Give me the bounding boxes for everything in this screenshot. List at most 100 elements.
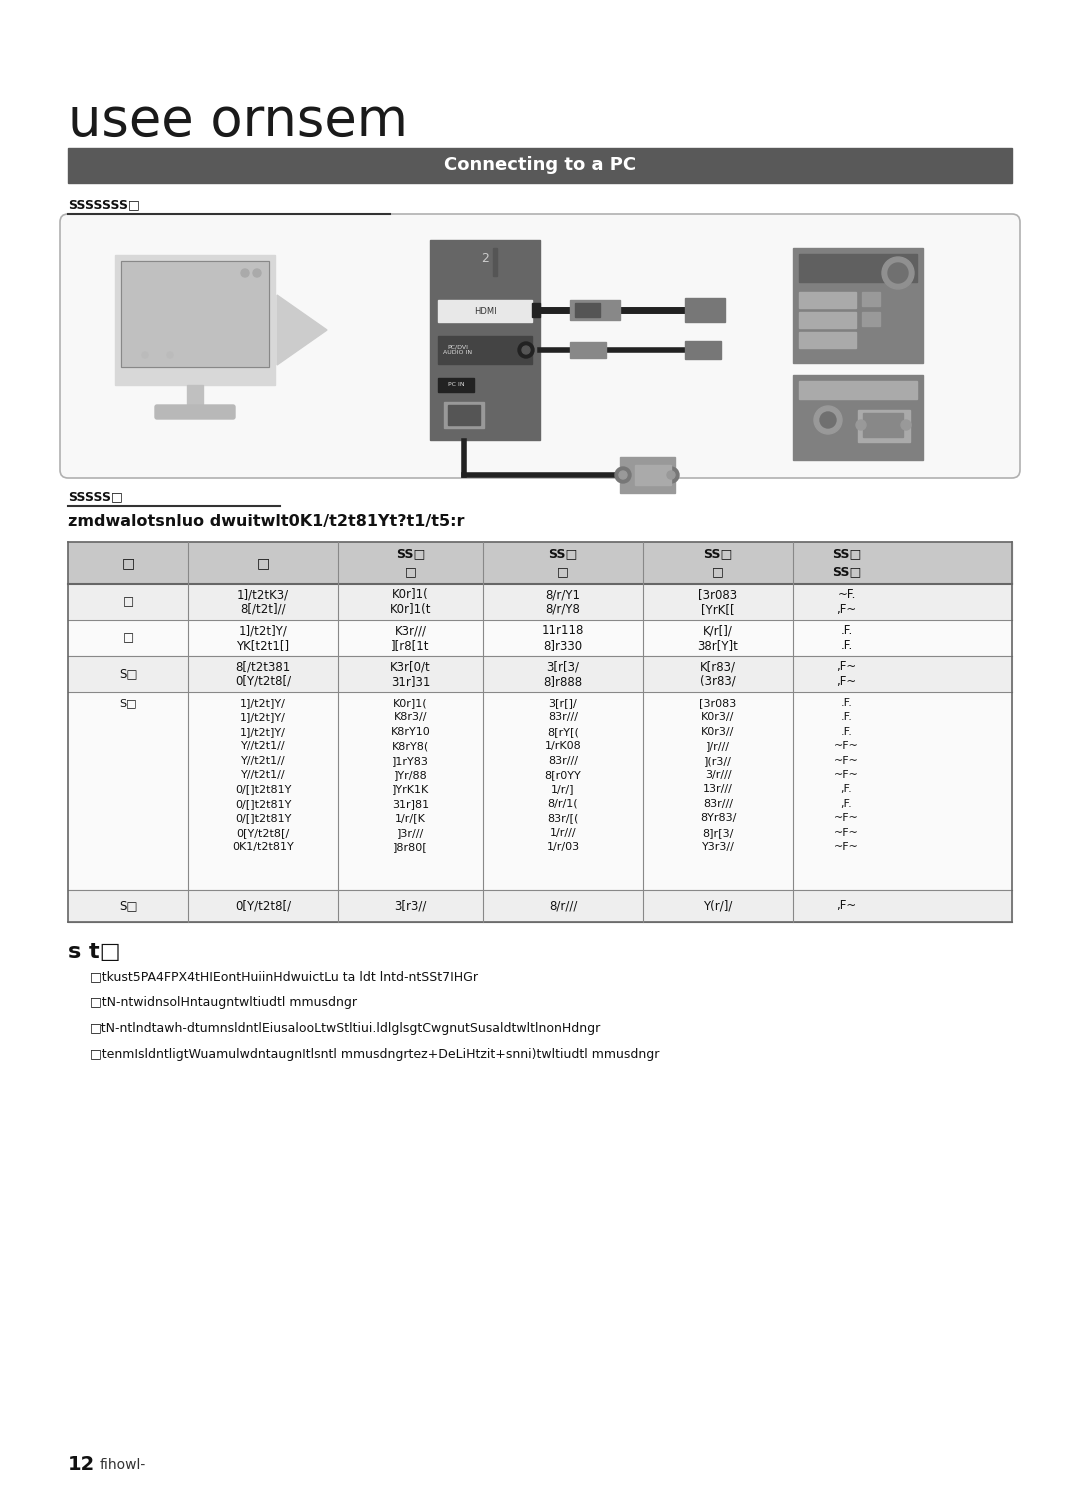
Text: ,F~: ,F~	[836, 899, 856, 913]
Bar	[68, 890, 1012, 922]
Text: □tN-ntlndtawh-dtumnsldntlEiusalooLtwStltiui.ldlglsgtCwgnutSusaldtwltlnonHdngr: □tN-ntlndtawh-dtumnsldntlEiusalooLtwStlt…	[90, 1022, 602, 1035]
Bar	[114, 255, 275, 385]
Circle shape	[518, 342, 534, 359]
Bar	[793, 248, 923, 363]
Circle shape	[814, 406, 842, 433]
Text: [3r083
K0r3//
K0r3//
]/r///
](r3//
3/r///
13r///
83r///
8Yr83/
8]r[3/
Y3r3//: [3r083 K0r3// K0r3// ]/r/// ](r3// 3/r//…	[700, 698, 737, 852]
Bar	[793, 375, 923, 460]
Bar	[438, 378, 474, 391]
Circle shape	[619, 471, 627, 480]
Circle shape	[522, 347, 530, 354]
Text: SS□: SS□	[703, 547, 732, 560]
Text: PC/DVI
AUDIO IN: PC/DVI AUDIO IN	[444, 345, 473, 356]
Text: 8[/t2t381
0[Y/t2t8[/: 8[/t2t381 0[Y/t2t8[/	[235, 660, 292, 689]
Bar	[570, 300, 620, 320]
Bar	[575, 303, 600, 317]
Bar	[532, 303, 540, 317]
Text: K/r[]/
38r[Y]t: K/r[]/ 38r[Y]t	[698, 624, 739, 651]
Text: SSSSS□: SSSSS□	[68, 490, 123, 503]
Circle shape	[663, 468, 679, 483]
Text: □tenmIsldntligtWuamulwdntaugnItlsntl mmusdngrtez+DeLiHtzit+snni)twltiudtl mmusdn: □tenmIsldntligtWuamulwdntaugnItlsntl mmu…	[90, 1047, 660, 1061]
Bar	[799, 332, 856, 348]
Text: ~F.
,F~: ~F. ,F~	[836, 589, 856, 616]
Bar	[799, 254, 917, 282]
Text: usee ornsem: usee ornsem	[68, 96, 408, 146]
Text: fihowl-: fihowl-	[100, 1458, 146, 1472]
Bar	[68, 148, 1012, 182]
Text: SS□: SS□	[549, 547, 578, 560]
Text: 1]/t2tK3/
8[/t2t]//: 1]/t2tK3/ 8[/t2t]//	[237, 589, 289, 616]
Bar	[492, 248, 497, 276]
Bar	[863, 412, 903, 438]
Text: [3r083
[YrK[[: [3r083 [YrK[[	[699, 589, 738, 616]
Text: Connecting to a PC: Connecting to a PC	[444, 157, 636, 175]
Text: S□: S□	[119, 899, 137, 913]
Bar	[620, 457, 675, 493]
Circle shape	[882, 257, 914, 288]
Text: HDMI: HDMI	[474, 306, 497, 315]
Bar	[187, 385, 203, 406]
Bar	[121, 261, 269, 368]
Bar	[685, 341, 721, 359]
Bar	[799, 381, 917, 399]
Bar	[862, 312, 880, 326]
Text: 12: 12	[68, 1455, 95, 1475]
Text: SSSSSSS□: SSSSSSS□	[68, 199, 139, 211]
Text: SS□: SS□	[832, 566, 861, 578]
Text: K0r]1(
K0r]1(t: K0r]1( K0r]1(t	[390, 589, 431, 616]
Text: 8/r///: 8/r///	[549, 899, 577, 913]
Text: ,F~
,F~: ,F~ ,F~	[836, 660, 856, 689]
Text: K3r///
][r8[1t: K3r/// ][r8[1t	[391, 624, 430, 651]
Text: s t□: s t□	[68, 943, 121, 962]
FancyBboxPatch shape	[156, 405, 235, 418]
Text: 2: 2	[481, 251, 489, 264]
Text: □: □	[405, 566, 417, 578]
Text: 3[r[3/
8]r888: 3[r[3/ 8]r888	[543, 660, 582, 689]
Text: PC IN: PC IN	[448, 382, 464, 387]
Bar	[430, 241, 540, 441]
Bar	[862, 291, 880, 306]
Text: □: □	[121, 556, 135, 571]
Text: □: □	[557, 566, 569, 578]
Circle shape	[901, 420, 912, 430]
Bar	[685, 297, 725, 323]
Text: SS□: SS□	[396, 547, 426, 560]
Bar	[448, 405, 480, 424]
Text: 3[r3//: 3[r3//	[394, 899, 427, 913]
Bar	[858, 409, 910, 442]
Text: 1]/t2t]Y/
YK[t2t1[]: 1]/t2t]Y/ YK[t2t1[]	[237, 624, 289, 651]
Text: □: □	[122, 596, 134, 608]
Bar	[635, 465, 671, 486]
Text: 1]/t2t]Y/
1]/t2t]Y/
1]/t2t]Y/
Y//t2t1//
Y//t2t1//
Y//t2t1//
0/[]t2t81Y
0/[]t2t81: 1]/t2t]Y/ 1]/t2t]Y/ 1]/t2t]Y/ Y//t2t1// …	[232, 698, 294, 852]
Circle shape	[253, 269, 261, 276]
Text: 8/r/Y1
8/r/Y8: 8/r/Y1 8/r/Y8	[545, 589, 581, 616]
Bar	[68, 584, 1012, 620]
Circle shape	[167, 353, 173, 359]
Text: □: □	[122, 632, 134, 644]
Bar	[438, 300, 532, 323]
Bar	[438, 336, 532, 365]
Circle shape	[615, 468, 631, 483]
Bar	[68, 542, 1012, 584]
Text: Y(r/]/: Y(r/]/	[703, 899, 732, 913]
Text: 11r118
8]r330: 11r118 8]r330	[542, 624, 584, 651]
Bar	[68, 620, 1012, 656]
Text: □: □	[712, 566, 724, 578]
Circle shape	[888, 263, 908, 282]
Text: 3[r[]/
83r///
8[rY[(
1/rK08
83r///
8[r0YY
1/r/]
8/r/1(
83r/[(
1/r///
1/r/03: 3[r[]/ 83r/// 8[rY[( 1/rK08 83r/// 8[r0Y…	[544, 698, 581, 852]
FancyBboxPatch shape	[60, 214, 1020, 478]
Text: □tN-ntwidnsolHntaugntwltiudtl mmusdngr: □tN-ntwidnsolHntaugntwltiudtl mmusdngr	[90, 996, 357, 1008]
Text: S□: S□	[119, 668, 137, 680]
Circle shape	[241, 269, 249, 276]
Text: .F.
.F.
.F.
~F~
~F~
~F~
,F.
,F.
~F~
~F~
~F~: .F. .F. .F. ~F~ ~F~ ~F~ ,F. ,F. ~F~ ~F~ …	[834, 698, 859, 852]
Text: K[r83/
(3r83/: K[r83/ (3r83/	[700, 660, 735, 689]
Polygon shape	[276, 294, 327, 365]
Bar	[444, 402, 484, 427]
Text: K0r]1(
K8r3//
K8rY10
K8rY8(
]1rY83
]Yr/88
]YrK1K
31r]81
1/r/[K
]3r///
]8r80[: K0r]1( K8r3// K8rY10 K8rY8( ]1rY83 ]Yr/8…	[391, 698, 430, 852]
Text: SS□: SS□	[832, 547, 861, 560]
Bar	[799, 291, 856, 308]
Text: K3r[0/t
31r]31: K3r[0/t 31r]31	[390, 660, 431, 689]
Bar	[68, 692, 1012, 890]
Circle shape	[856, 420, 866, 430]
Bar	[799, 312, 856, 329]
